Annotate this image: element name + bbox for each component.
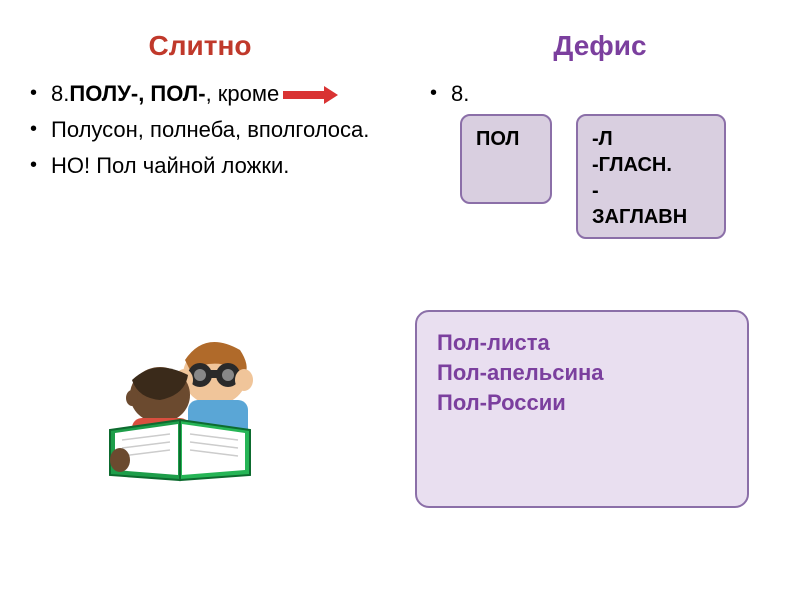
heading-left-text: Слитно: [149, 30, 252, 61]
box-pol-text: ПОЛ: [476, 128, 519, 150]
left-bullet-2: • Полусон, полнеба, вполголоса.: [30, 116, 370, 144]
right-bullet-1: • 8.: [430, 80, 770, 108]
left-line1-rest: , кроме: [206, 81, 280, 106]
heading-right: Дефис: [400, 30, 800, 62]
example-1: Пол-листа: [437, 328, 727, 358]
right-boxes-row: ПОЛ -Л -ГЛАСН. - ЗАГЛАВН: [460, 114, 770, 239]
heading-right-text: Дефис: [553, 30, 646, 61]
left-line1-bold: ПОЛУ-, ПОЛ-: [69, 81, 205, 106]
example-2: Пол-апельсина: [437, 358, 727, 388]
left-bullet-3: • НО! Пол чайной ложки.: [30, 152, 370, 180]
rules-line-3: -: [592, 178, 710, 204]
right-column: • 8. ПОЛ -Л -ГЛАСН. - ЗАГЛАВН: [400, 80, 800, 239]
left-bullet-1: • 8.ПОЛУ-, ПОЛ-, кроме: [30, 80, 370, 108]
rules-line-1: -Л: [592, 126, 710, 152]
right-marker: 8.: [451, 80, 770, 108]
left-line2: Полусон, полнеба, вполголоса.: [51, 116, 370, 144]
heading-left: Слитно: [0, 30, 400, 62]
arrow-head: [324, 86, 338, 104]
bullet-dot: •: [30, 116, 37, 142]
bullet-dot: •: [430, 80, 437, 106]
reading-illustration: [90, 320, 280, 485]
box-pol: ПОЛ: [460, 114, 552, 204]
left-line1-prefix: 8.: [51, 81, 69, 106]
left-line3: НО! Пол чайной ложки.: [51, 152, 370, 180]
arrow-shaft: [283, 91, 325, 99]
bullet-dot: •: [30, 152, 37, 178]
examples-box: Пол-листа Пол-апельсина Пол-России: [415, 310, 749, 508]
rules-line-2: -ГЛАСН.: [592, 152, 710, 178]
example-3: Пол-России: [437, 388, 727, 418]
left-line1: 8.ПОЛУ-, ПОЛ-, кроме: [51, 80, 370, 108]
rules-line-4: ЗАГЛАВН: [592, 204, 710, 230]
box-rules: -Л -ГЛАСН. - ЗАГЛАВН: [576, 114, 726, 239]
bullet-dot: •: [30, 80, 37, 106]
left-column: • 8.ПОЛУ-, ПОЛ-, кроме • Полусон, полнеб…: [0, 80, 400, 239]
arrow-icon: [283, 89, 338, 101]
